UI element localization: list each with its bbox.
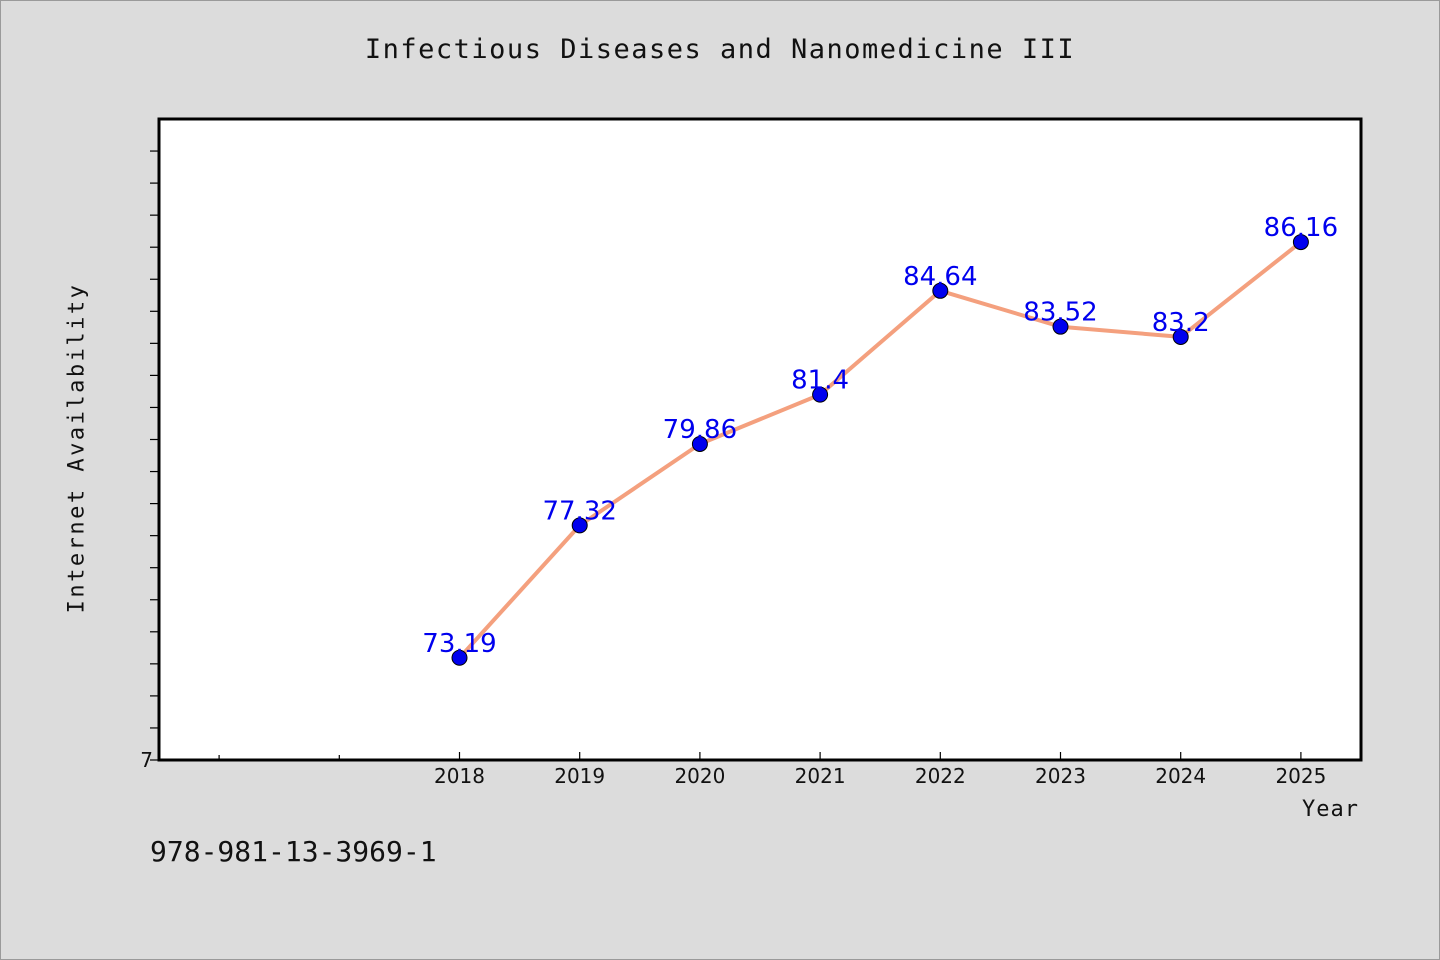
data-label: 83.52: [1023, 298, 1097, 328]
x-tick-label: 2023: [1035, 764, 1086, 788]
x-tick-label: 2020: [674, 764, 725, 788]
data-label: 84.64: [903, 262, 977, 292]
data-label: 77.32: [542, 496, 616, 526]
x-tick-label: 2018: [434, 764, 485, 788]
data-label: 79.86: [663, 415, 737, 445]
data-point: [571, 517, 588, 534]
y-tick-label: 7: [140, 748, 153, 772]
x-tick-label: 2021: [795, 764, 846, 788]
data-point: [932, 282, 949, 299]
x-ticks: 2018 2019 2020 2021 2022 2023 2024 2025: [218, 752, 1326, 788]
data-label: 81.4: [791, 366, 849, 396]
data-point: [1172, 328, 1189, 345]
x-tick-label: 2024: [1155, 764, 1206, 788]
data-label: 73.19: [422, 629, 496, 659]
x-axis-label: Year: [1302, 797, 1359, 822]
markers: [451, 234, 1309, 666]
data-labels: 73.19 77.32 79.86 81.4 84.64 83.52 83.2 86.16: [422, 213, 1338, 659]
x-tick-label: 2022: [915, 764, 966, 788]
x-tick-label: 2019: [554, 764, 605, 788]
x-tick-label: 2025: [1275, 764, 1326, 788]
data-point: [812, 386, 829, 403]
footer-id-text: 978-981-13-3969-1: [150, 835, 437, 868]
data-label: 86.16: [1264, 213, 1338, 243]
data-point: [451, 649, 468, 666]
data-point: [1292, 234, 1309, 251]
y-ticks: 7: [140, 150, 158, 772]
data-point: [1052, 318, 1069, 335]
plot-area: [157, 117, 1363, 762]
chart-title: Infectious Diseases and Nanomedicine III: [364, 34, 1076, 65]
data-point: [691, 435, 708, 452]
data-label: 83.2: [1152, 308, 1210, 338]
series-line: [458, 240, 1303, 660]
